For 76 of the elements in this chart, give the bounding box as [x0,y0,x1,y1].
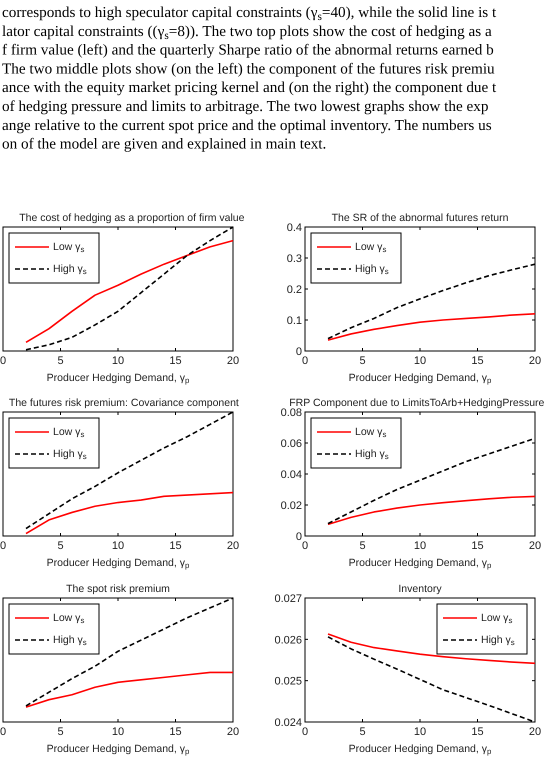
legend-label: Low γ$_{s}$ [53,426,84,439]
x-axis-title: Producer Hedging Demand, γ$_{p}$ [46,743,190,756]
chart-title: The SR of the abnormal futures return [332,212,509,224]
line-series [327,633,536,664]
text: on of the model are given and explained in main text. [2,136,326,153]
x-axis-title: Producer Hedging Demand, γ$_{p}$ [348,557,492,570]
y-tick-label: 0.06 [280,438,302,450]
x-tick-label: 20 [226,355,240,367]
x-tick-label: 0 [0,726,6,738]
x-tick-label: 20 [226,726,240,738]
x-axis-title: Producer Hedging Demand, γ$_{p}$ [348,372,492,385]
legend-label: Low γ$_{s}$ [355,241,386,254]
legend-label: High γ$_{s}$ [355,448,389,461]
y-tick-label: 0.2 [286,284,302,296]
x-tick-label: 15 [169,726,182,738]
legend-label: High γ$_{s}$ [481,634,515,647]
x-tick-label: 5 [359,540,366,552]
legend-label: High γ$_{s}$ [53,448,87,461]
x-tick-label: 10 [414,355,426,367]
y-tick-label: 0 [296,531,302,543]
x-tick-label: 0 [0,540,6,552]
chart-title: The futures risk premium: Covariance component [8,397,239,409]
y-tick-label: 0 [296,346,302,358]
chart-title: The cost of hedging as a proportion of firm value [19,212,245,224]
legend-label: High γ$_{s}$ [355,263,389,276]
y-tick-label: 0.027 [274,593,302,605]
y-tick-label: 0.4 [286,222,302,234]
legend-label: Low γ$_{s}$ [53,241,84,254]
x-tick-label: 20 [528,540,542,552]
y-tick-label: 0.02 [280,500,302,512]
legend-label: Low γ$_{s}$ [481,612,512,625]
x-tick-label: 10 [112,726,124,738]
x-tick-label: 5 [359,726,366,738]
x-tick-label: 0 [0,355,6,367]
x-tick-label: 15 [471,540,484,552]
x-tick-label: 15 [169,540,182,552]
x-tick-label: 10 [414,540,426,552]
chart-title: Inventory [398,583,442,595]
text: ange relative to the current spot price and the optimal inventory. The numbers us [2,116,492,134]
y-tick-label: 0.3 [286,253,302,265]
text: f firm value (left) and the quarterly Sharpe ratio of the abnormal returns earned b [2,42,494,59]
y-tick-label: 0.024 [274,717,302,729]
line-series [327,496,536,526]
x-tick-label: 20 [528,355,542,367]
text: The two middle plots show (on the left) the component of the futures risk premiu [2,60,496,78]
x-tick-label: 10 [414,726,426,738]
x-tick-label: 15 [169,355,182,367]
x-tick-label: 5 [57,726,64,738]
line-series [327,313,536,341]
legend-label: High γ$_{s}$ [53,634,87,647]
x-tick-label: 20 [226,540,240,552]
y-tick-label: 0.025 [274,676,302,688]
y-tick-label: 0.1 [286,315,302,327]
chart-title: The spot risk premium [66,583,170,595]
x-tick-label: 15 [471,726,484,738]
y-tick-label: 0.04 [280,469,302,481]
y-tick-label: 0.026 [274,634,302,646]
legend-label: Low γ$_{s}$ [355,426,386,439]
legend-label: Low γ$_{s}$ [53,612,84,625]
x-axis-title: Producer Hedging Demand, γ$_{p}$ [348,743,492,756]
x-axis-title: Producer Hedging Demand, γ$_{p}$ [46,372,190,385]
legend-label: High γ$_{s}$ [53,263,87,276]
x-tick-label: 5 [359,355,366,367]
text: corresponds to high speculator capital constraints (γ$_{s}$=40), while the solid line is t [2,4,497,23]
y-tick-label: 0.08 [280,407,302,419]
x-tick-label: 10 [112,355,124,367]
x-tick-label: 5 [57,540,64,552]
x-tick-label: 15 [471,355,484,367]
text: of hedging pressure and limits to arbitrage. The two lowest graphs show the exp [2,98,488,115]
text: lator capital constraints ((γ$_{s}$=8)). The two top plots show the cost of hedging as a [2,22,492,42]
chart-title: FRP Component due to LimitsToArb+HedgingPressure [289,397,545,409]
x-tick-label: 5 [57,355,64,367]
x-tick-label: 10 [112,540,124,552]
x-tick-label: 20 [528,726,542,738]
text: ance with the equity market pricing kernel and (on the right) the component due t [2,79,498,96]
x-axis-title: Producer Hedging Demand, γ$_{p}$ [46,557,190,570]
